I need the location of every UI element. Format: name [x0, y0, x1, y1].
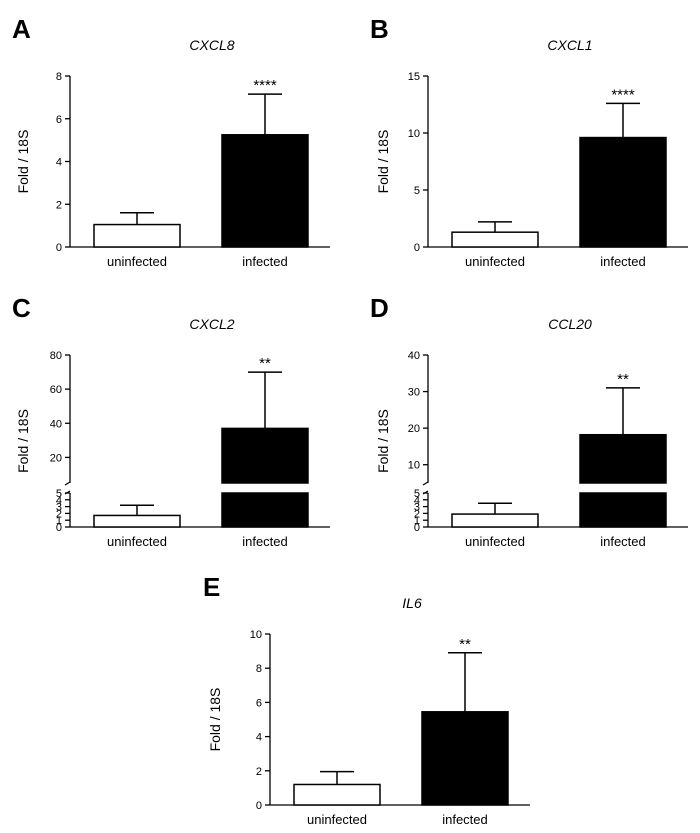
bar-infected-lower — [579, 492, 667, 528]
y-axis-label: Fold / 18S — [207, 688, 223, 752]
significance-label: **** — [253, 77, 277, 94]
bar-uninfected — [451, 231, 539, 248]
y-tick-label: 4 — [256, 732, 262, 744]
x-tick-label: uninfected — [307, 812, 367, 827]
y-tick-label: 0 — [56, 242, 62, 254]
axis-break-mark — [422, 481, 429, 486]
x-tick-label: infected — [242, 254, 288, 269]
y-tick-label: 0 — [256, 800, 262, 812]
y-tick-label: 0 — [414, 242, 420, 254]
y-tick-label: 0 — [56, 522, 62, 534]
panel-letter: D — [370, 293, 389, 323]
y-tick-label: 10 — [408, 128, 420, 140]
chart-title: CXCL8 — [189, 37, 234, 53]
panel-letter: C — [12, 293, 31, 323]
panel-letter: E — [203, 572, 220, 602]
chart-panel-a: A CXCL8 Fold / 18S 0 2 4 6 8 uninfected **** infec… — [12, 14, 330, 269]
y-tick-label: 20 — [50, 452, 62, 464]
bar-infected — [421, 711, 509, 806]
y-tick-label: 40 — [50, 418, 62, 430]
bar-uninfected — [451, 513, 539, 528]
y-tick-label: 40 — [408, 350, 420, 362]
y-tick-label: 1 — [56, 515, 62, 527]
y-tick-label: 4 — [56, 495, 62, 507]
significance-label: ** — [259, 355, 271, 372]
bar-infected-lower — [221, 492, 309, 528]
y-tick-label: 10 — [250, 629, 262, 641]
bar-infected — [579, 136, 667, 248]
y-tick-label: 4 — [414, 495, 420, 507]
x-tick-label: infected — [600, 254, 646, 269]
y-axis-label: Fold / 18S — [15, 130, 31, 194]
y-tick-label: 6 — [56, 114, 62, 126]
y-tick-label: 1 — [414, 515, 420, 527]
axis-break-mark — [422, 490, 429, 495]
y-axis-label: Fold / 18S — [15, 409, 31, 473]
chart-title: IL6 — [402, 595, 422, 611]
x-tick-label: uninfected — [107, 534, 167, 549]
bar-uninfected — [93, 223, 181, 248]
chart-panel-b: B CXCL1 Fold / 18S 0 5 10 15 uninfected **** infe… — [370, 14, 688, 269]
panel-letter: B — [370, 14, 389, 44]
bar-infected — [221, 427, 309, 484]
y-tick-label: 8 — [256, 663, 262, 675]
x-tick-label: infected — [600, 534, 646, 549]
panel-letter: A — [12, 14, 31, 44]
y-tick-label: 6 — [256, 697, 262, 709]
significance-label: ** — [459, 636, 471, 653]
y-tick-label: 20 — [408, 423, 420, 435]
axis-break-mark — [64, 481, 71, 486]
x-tick-label: infected — [442, 812, 488, 827]
y-tick-label: 3 — [56, 502, 62, 514]
bar-infected — [579, 433, 667, 484]
x-tick-label: uninfected — [465, 254, 525, 269]
chart-title: CXCL1 — [547, 37, 592, 53]
chart-title: CCL20 — [548, 316, 592, 332]
significance-label: **** — [611, 86, 635, 103]
y-tick-label: 8 — [56, 71, 62, 83]
y-tick-label: 2 — [56, 508, 62, 520]
chart-title: CXCL2 — [189, 316, 234, 332]
y-tick-label: 5 — [414, 185, 420, 197]
bar-uninfected — [93, 514, 181, 528]
y-tick-label: 0 — [414, 522, 420, 534]
x-tick-label: uninfected — [465, 534, 525, 549]
chart-panel-e: E IL6 Fold / 18S 0 2 4 6 8 10 uninfected ** infecte… — [203, 572, 530, 827]
y-tick-label: 15 — [408, 71, 420, 83]
y-tick-label: 80 — [50, 350, 62, 362]
y-tick-label: 3 — [414, 502, 420, 514]
y-tick-label: 10 — [408, 460, 420, 472]
bar-infected — [221, 134, 309, 248]
y-tick-label: 5 — [56, 488, 62, 500]
y-tick-label: 5 — [414, 488, 420, 500]
y-axis-label: Fold / 18S — [375, 130, 391, 194]
x-tick-label: uninfected — [107, 254, 167, 269]
y-tick-label: 30 — [408, 387, 420, 399]
y-tick-label: 60 — [50, 384, 62, 396]
axis-break-mark — [64, 490, 71, 495]
y-tick-label: 2 — [256, 766, 262, 778]
y-tick-label: 4 — [56, 157, 62, 169]
y-tick-label: 2 — [414, 508, 420, 520]
y-tick-label: 2 — [56, 199, 62, 211]
y-axis-label: Fold / 18S — [375, 409, 391, 473]
significance-label: ** — [617, 371, 629, 388]
x-tick-label: infected — [242, 534, 288, 549]
bar-uninfected — [293, 783, 381, 806]
